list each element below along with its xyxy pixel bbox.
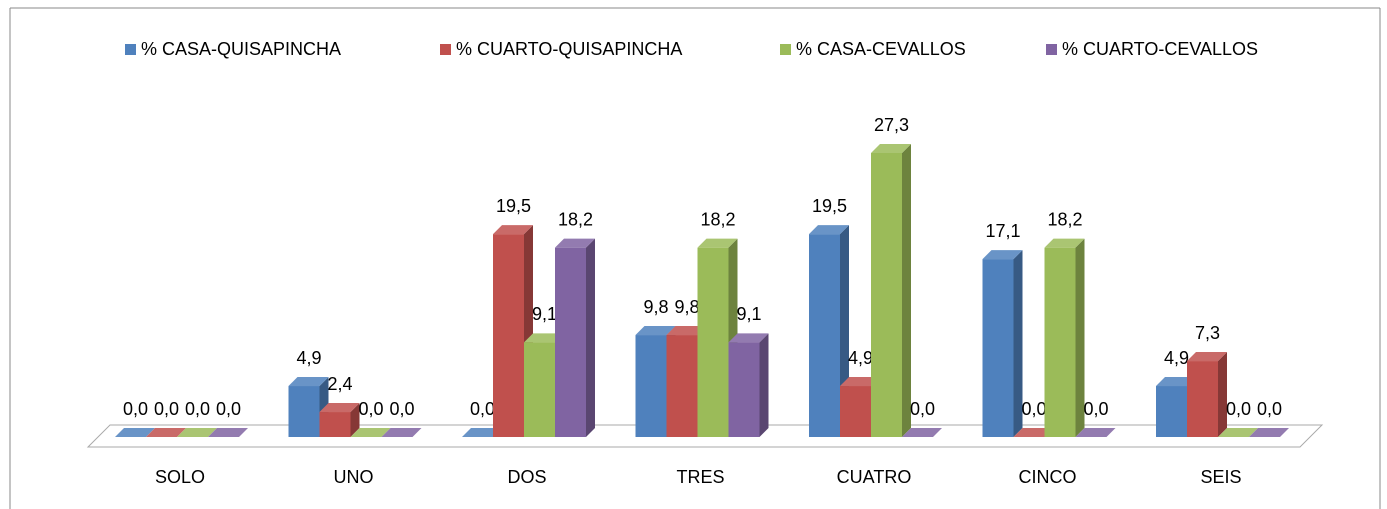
- bar: [697, 247, 729, 437]
- bar: [728, 342, 760, 437]
- bar-top: [809, 225, 849, 235]
- bar-top: [840, 377, 880, 387]
- bar: [982, 259, 1014, 437]
- legend-swatch: [780, 44, 791, 55]
- bar-top: [381, 428, 422, 437]
- x-tick-label: CUATRO: [837, 467, 912, 487]
- bar-top: [462, 428, 502, 437]
- data-label: 19,5: [496, 196, 531, 216]
- data-label: 0,0: [216, 399, 241, 419]
- data-label: 18,2: [700, 209, 735, 229]
- bar: [871, 153, 902, 437]
- bar-side: [586, 238, 595, 437]
- bar-top: [208, 428, 248, 437]
- bar: [840, 386, 871, 437]
- data-label: 19,5: [812, 196, 847, 216]
- legend-swatch: [440, 44, 451, 55]
- bar-top: [1218, 428, 1258, 437]
- data-label: 4,9: [848, 348, 873, 368]
- data-label: 9,1: [532, 304, 557, 324]
- bar: [635, 335, 667, 437]
- bar-side: [1013, 250, 1023, 437]
- bar-side: [1075, 238, 1085, 437]
- data-label: 0,0: [1226, 399, 1251, 419]
- data-label: 9,8: [643, 297, 668, 317]
- x-tick-label: DOS: [507, 467, 546, 487]
- bar-top: [635, 326, 676, 336]
- data-label: 7,3: [1195, 323, 1220, 343]
- bar: [288, 386, 320, 437]
- bar: [524, 342, 555, 437]
- bar-top: [146, 428, 186, 437]
- data-label: 0,0: [1083, 399, 1108, 419]
- x-tick-label: SOLO: [155, 467, 205, 487]
- data-label: 4,9: [296, 348, 321, 368]
- bar-top: [319, 403, 360, 413]
- bar-top: [177, 428, 217, 437]
- bar: [1156, 386, 1187, 437]
- data-label: 27,3: [874, 115, 909, 135]
- bar: [809, 234, 840, 437]
- bar-top: [288, 377, 329, 387]
- bar-top: [1013, 428, 1054, 437]
- data-label: 9,8: [674, 297, 699, 317]
- bar-top: [982, 250, 1023, 260]
- x-tick-label: UNO: [334, 467, 374, 487]
- bar-side: [759, 333, 769, 437]
- legend-swatch: [125, 44, 136, 55]
- data-label: 0,0: [185, 399, 210, 419]
- bar-top: [902, 428, 942, 437]
- bar-top: [493, 225, 533, 235]
- data-label: 4,9: [1164, 348, 1189, 368]
- data-label: 0,0: [910, 399, 935, 419]
- bar: [493, 234, 524, 437]
- bar-top: [1249, 428, 1289, 437]
- data-label: 0,0: [154, 399, 179, 419]
- data-label: 0,0: [123, 399, 148, 419]
- data-label: 18,2: [1047, 209, 1082, 229]
- bar-top: [524, 333, 564, 343]
- legend-label: % CUARTO-QUISAPINCHA: [456, 39, 682, 59]
- bar-top: [1075, 428, 1116, 437]
- data-label: 17,1: [985, 221, 1020, 241]
- x-tick-label: SEIS: [1200, 467, 1241, 487]
- legend-label: % CASA-QUISAPINCHA: [141, 39, 341, 59]
- data-label: 18,2: [558, 209, 593, 229]
- data-label: 0,0: [1257, 399, 1282, 419]
- bar-top: [666, 326, 707, 336]
- data-label: 2,4: [327, 374, 352, 394]
- bar-side: [1218, 352, 1227, 437]
- data-label: 9,1: [736, 304, 761, 324]
- bar: [319, 412, 351, 437]
- bar-top: [1187, 352, 1227, 362]
- data-label: 0,0: [358, 399, 383, 419]
- x-tick-label: TRES: [676, 467, 724, 487]
- bar-top: [1156, 377, 1196, 387]
- bar-top: [871, 144, 911, 153]
- bar-top: [115, 428, 155, 437]
- bar-side: [902, 144, 911, 437]
- bar-top: [697, 238, 738, 248]
- legend-label: % CASA-CEVALLOS: [796, 39, 966, 59]
- legend-swatch: [1046, 44, 1057, 55]
- bar-top: [555, 238, 595, 248]
- data-label: 0,0: [1021, 399, 1046, 419]
- bar: [555, 247, 586, 437]
- data-label: 0,0: [470, 399, 495, 419]
- bar-top: [1044, 238, 1085, 248]
- bar: [1044, 247, 1076, 437]
- legend-label: % CUARTO-CEVALLOS: [1062, 39, 1258, 59]
- bar-top: [350, 428, 391, 437]
- data-label: 0,0: [389, 399, 414, 419]
- bar: [666, 335, 698, 437]
- bar-side: [350, 403, 360, 437]
- bar-top: [728, 333, 769, 343]
- x-tick-label: CINCO: [1019, 467, 1077, 487]
- bar: [1187, 361, 1218, 437]
